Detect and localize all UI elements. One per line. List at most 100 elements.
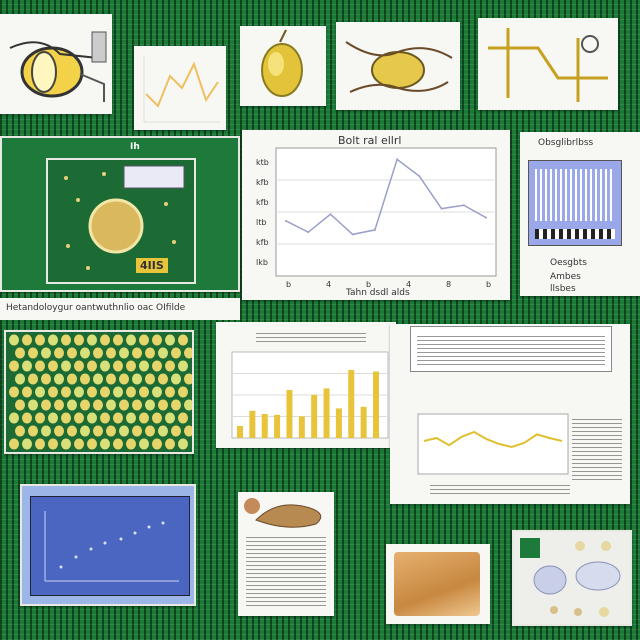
grain-cell [67, 425, 77, 437]
bar-chart-bar [373, 371, 379, 438]
leaf-diagram-thumbnail [0, 14, 112, 114]
main-chart-x-tick: b [366, 280, 372, 289]
grain-cell [80, 373, 90, 385]
grain-cell [178, 334, 188, 346]
grain-cell [139, 334, 149, 346]
grain-cell [54, 347, 64, 359]
fruit-illustration [261, 29, 303, 97]
scope-caption-1: Oesgbts [550, 258, 587, 268]
bar-chart-bar [335, 408, 342, 438]
grain-cell [113, 438, 123, 450]
grain-cell [165, 334, 175, 346]
small-line-series [145, 61, 219, 108]
grain-cell [119, 399, 129, 411]
bar-chart-bar [286, 390, 293, 438]
grain-cell [15, 347, 25, 359]
leaf-panel-badge: 4IIS [136, 258, 168, 273]
scope-caption-3: llsbes [550, 284, 576, 294]
grain-cell [15, 425, 25, 437]
bar-chart-bar [261, 414, 268, 438]
main-chart-point [285, 219, 287, 222]
seed-diagram [345, 41, 453, 93]
grain-cell [93, 347, 103, 359]
main-chart-y-tick: lkb [256, 258, 268, 267]
scope-screen [528, 160, 622, 246]
grain-cell [28, 347, 38, 359]
grain-cell [113, 360, 123, 372]
fruit-illustration-thumbnail [240, 26, 326, 106]
grain-cell [165, 386, 175, 398]
grain-cell [35, 438, 45, 450]
main-chart-point [351, 233, 354, 236]
grain-cell [74, 334, 84, 346]
grain-cell [74, 438, 84, 450]
grain-cell [126, 412, 136, 424]
grain-cell [15, 399, 25, 411]
grain-cell [152, 360, 162, 372]
main-chart-x-tick: 8 [446, 280, 452, 289]
main-line-chart [275, 147, 497, 277]
monitor-scatter-plot [44, 511, 179, 582]
grain-cell [22, 412, 32, 424]
grain-cell [113, 334, 123, 346]
grain-cell [93, 373, 103, 385]
bar-chart-bar [274, 414, 281, 438]
main-chart-y-tick: kfb [256, 198, 269, 207]
grain-cell [28, 425, 38, 437]
leaf-diagram-figure [9, 31, 107, 102]
scope-panel: Obsglibrlbss Oesgbts Ambes llsbes [520, 132, 640, 296]
grain-cell [87, 412, 97, 424]
figure-caption-strip: Hetandoloygur oantwuthnlio oac OIfilde [0, 298, 240, 320]
grain-cell [126, 386, 136, 398]
grain-cell [145, 425, 155, 437]
grain-cell [152, 412, 162, 424]
figure-caption: Hetandoloygur oantwuthnlio oac OIfilde [6, 303, 186, 313]
main-chart-x-tick: b [286, 280, 292, 289]
grain-cell [22, 360, 32, 372]
grain-cell [165, 438, 175, 450]
grain-cell [145, 373, 155, 385]
grain-cell [158, 399, 168, 411]
grain-cell [178, 360, 188, 372]
main-chart-point [418, 175, 421, 178]
grain-cell [158, 347, 168, 359]
grain-cell [48, 438, 58, 450]
main-chart-xlabel: Tahn dsdl alds [346, 288, 410, 298]
scope-panel-title: Obsglibrlbss [538, 138, 594, 148]
document-text-box [410, 326, 612, 372]
grain-cell [126, 334, 136, 346]
grain-cell [171, 399, 181, 411]
grain-cell [41, 425, 51, 437]
grain-pattern-panel [4, 330, 194, 454]
grain-cell [61, 386, 71, 398]
grain-cell [152, 438, 162, 450]
grain-cell [22, 386, 32, 398]
grain-cell [178, 386, 188, 398]
grain-cell [126, 438, 136, 450]
main-chart-point [373, 228, 376, 231]
grain-cell [28, 373, 38, 385]
grain-cell [93, 425, 103, 437]
grain-cell [48, 334, 58, 346]
grain-cell [119, 373, 129, 385]
bar-chart-bar [249, 410, 256, 438]
grain-cell [158, 425, 168, 437]
grain-cell [9, 438, 19, 450]
bar-chart-bar [360, 406, 367, 438]
grain-cell [113, 386, 123, 398]
grain-cell [106, 425, 116, 437]
grain-cell [22, 334, 32, 346]
seeds-figure [520, 538, 621, 617]
grain-cell [61, 438, 71, 450]
grain-cell [22, 438, 32, 450]
grain-cell [165, 412, 175, 424]
grain-cell [132, 399, 142, 411]
leaf-panel-header: Ih [130, 142, 140, 152]
grain-cell [178, 438, 188, 450]
grain-cell [152, 334, 162, 346]
main-chart-point [485, 216, 487, 219]
grain-pattern [9, 334, 194, 450]
grain-cell [54, 399, 64, 411]
grain-cell [100, 360, 110, 372]
main-chart-point [440, 207, 443, 210]
